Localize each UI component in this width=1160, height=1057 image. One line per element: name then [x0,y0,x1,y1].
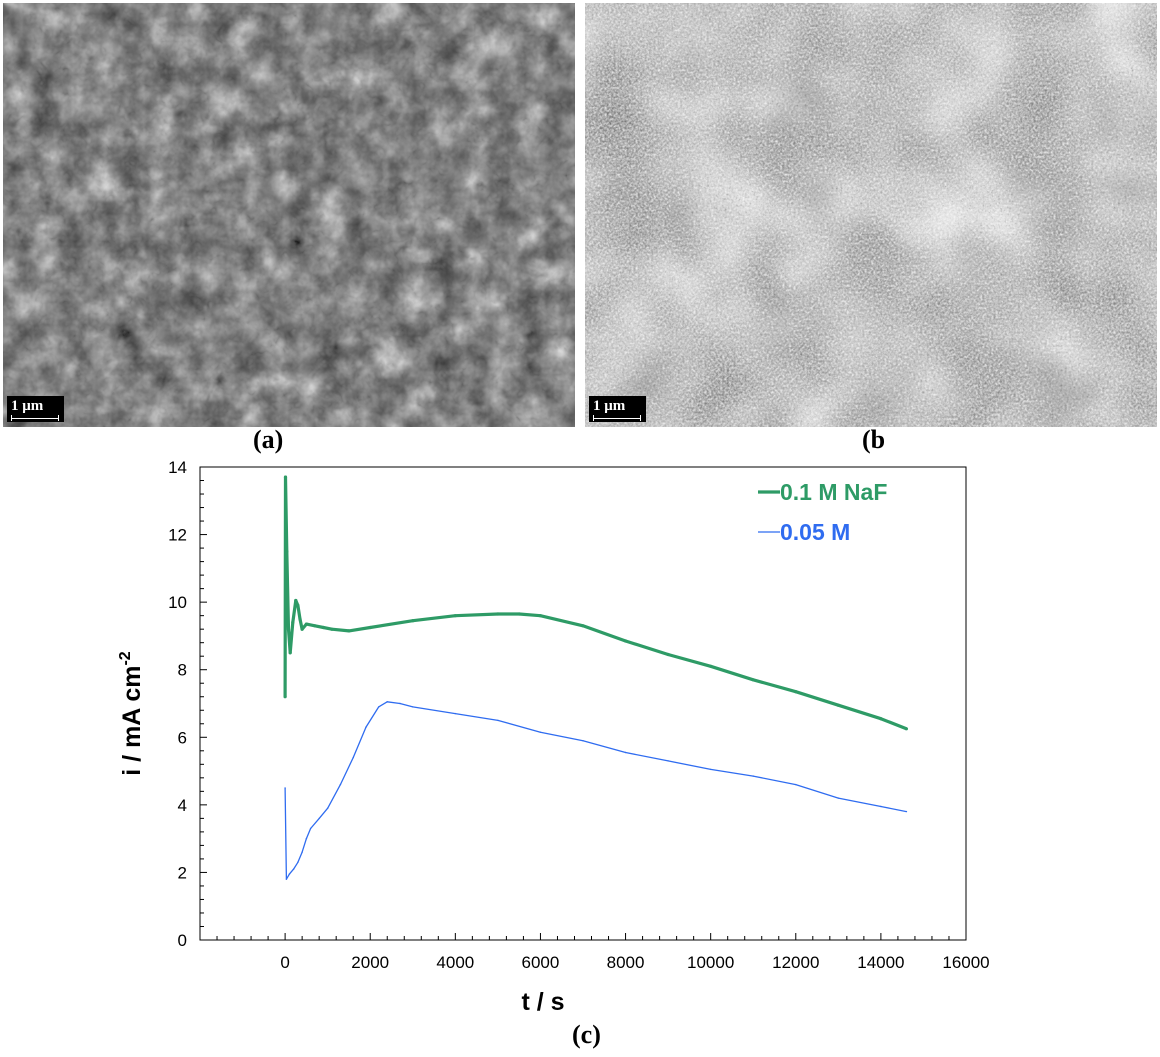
series-point-2 [284,787,286,789]
series-point-1 [291,620,295,624]
x-tick-label: 14000 [857,953,904,972]
series-point-1 [296,603,300,608]
series-point-2 [399,702,401,705]
sem-flower-texture [3,3,575,427]
series-point-2 [292,868,295,870]
series-point-2 [412,706,414,708]
sem-image-b: 1 μm [585,3,1157,427]
series-point-1 [285,549,289,554]
x-axis-label: t / s [521,988,564,1016]
series-point-2 [497,719,499,722]
series-point-1 [300,627,304,631]
series-point-2 [365,726,367,728]
series-point-1 [368,625,372,630]
series-point-2 [301,851,303,853]
series-point-2 [378,706,380,708]
series-point-1 [321,625,325,630]
series-point-2 [318,817,320,820]
series-point-2 [339,783,342,786]
scale-bar-line [593,415,641,421]
series-point-1 [709,664,713,668]
panel-label-c: (c) [572,1020,601,1049]
series-point-2 [309,827,312,830]
series-point-1 [283,475,288,479]
y-axis-label-superscript: -2 [117,651,134,665]
x-tick-label: 8000 [607,953,645,972]
x-tick-label: 6000 [522,953,560,972]
series-point-1 [624,639,628,643]
series-point-1 [666,652,670,657]
scale-bar-label: 1 μm [11,398,44,414]
series-point-1 [294,598,298,603]
series-point-1 [496,612,500,616]
x-tick-label: 2000 [351,953,389,972]
scale-bar-line [11,415,59,421]
series-point-1 [283,695,287,699]
series-point-1 [836,703,840,707]
series-point-2 [288,873,291,875]
series-point-2 [624,751,627,754]
series-point-1 [330,627,334,631]
scale-bar-a: 1 μm [7,396,64,422]
series-point-2 [582,740,584,742]
series-point-1 [879,717,883,721]
series-point-1 [751,678,755,682]
series-point-2 [386,701,388,703]
x-tick-label: 12000 [772,953,819,972]
series-point-1 [538,614,543,618]
y-tick-label: 10 [168,593,187,612]
series-point-1 [298,617,302,621]
y-tick-label: 4 [178,796,187,815]
series-point-2 [539,731,542,733]
y-tick-label: 14 [168,458,187,477]
series-point-1 [904,727,909,731]
x-tick-label: 4000 [436,953,474,972]
series-point-2 [710,768,712,771]
series-point-1 [517,612,521,616]
series-point-2 [285,878,288,880]
x-tick-label: 10000 [687,953,734,972]
legend-label: 0.1 M NaF [780,479,887,505]
scale-bar-b: 1 μm [589,396,646,422]
series-point-1 [286,627,291,631]
series-point-1 [347,629,351,633]
series-point-1 [313,624,317,628]
series-point-2 [795,783,797,786]
y-tick-label: 2 [178,863,187,882]
scale-bar-label: 1 μm [593,398,626,414]
series-point-2 [297,861,299,863]
series-point-2 [454,712,456,715]
plot-frame [199,466,967,941]
series-point-2 [880,805,882,808]
series-point-1 [288,651,292,655]
y-tick-label: 0 [178,931,187,950]
y-tick-label: 12 [168,526,187,545]
y-tick-label: 8 [178,661,187,680]
series-point-1 [411,619,415,623]
legend-label: 0.05 M [780,519,850,545]
sem-porous-texture [585,3,1157,427]
sem-image-a: 1 μm [3,3,575,427]
y-axis-label: i / mA cm-2 [117,651,146,776]
panel-label-b: (b [862,425,886,454]
series-point-1 [794,690,798,694]
series-point-1 [581,624,585,628]
series-point-2 [837,797,839,799]
series-point-2 [352,756,354,759]
series-point-1 [453,614,457,618]
current-time-chart: 0 2 4 6 8 10 12 14 0 2000 4000 6000 8000 10000 12000 14… [117,458,990,1016]
y-tick-label: 6 [178,728,187,747]
series-point-2 [905,810,908,813]
series-point-1 [304,622,308,626]
x-tick-label: 16000 [942,953,989,972]
panel-label-a: (a) [253,425,284,454]
series-point-2 [667,760,669,762]
series-point-2 [327,807,329,809]
series-point-2 [752,775,754,777]
series-line-2 [284,701,907,880]
series-line-1 [283,475,907,731]
x-tick-label: 0 [280,953,289,972]
series-point-2 [305,837,308,840]
